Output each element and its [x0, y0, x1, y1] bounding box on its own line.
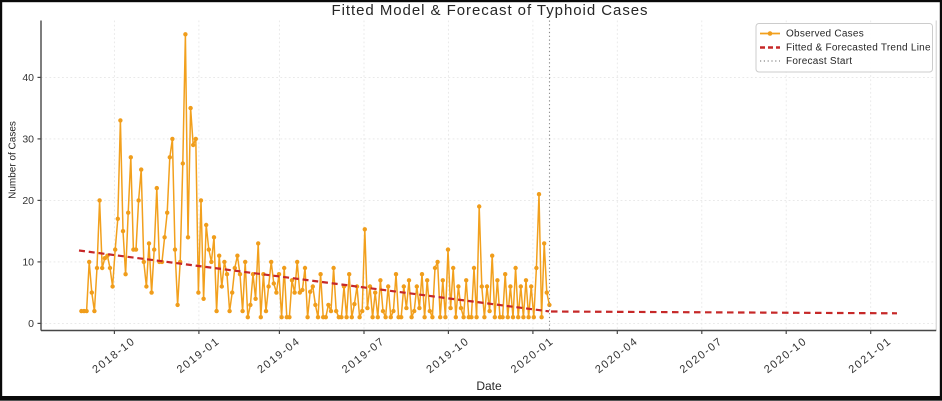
svg-text:Forecast Start: Forecast Start — [786, 56, 852, 67]
svg-text:Observed Cases: Observed Cases — [786, 29, 864, 40]
svg-text:40: 40 — [22, 72, 34, 84]
svg-text:Fitted & Forecasted Trend Line: Fitted & Forecasted Trend Line — [786, 43, 931, 54]
svg-text:20: 20 — [22, 195, 34, 207]
svg-text:0: 0 — [28, 318, 34, 330]
svg-text:Number of Cases: Number of Cases — [8, 121, 19, 199]
svg-text:Fitted Model & Forecast of Typ: Fitted Model & Forecast of Typhoid Cases — [331, 2, 648, 19]
svg-text:Date: Date — [476, 379, 502, 393]
svg-text:30: 30 — [22, 133, 34, 145]
svg-text:10: 10 — [22, 256, 34, 268]
